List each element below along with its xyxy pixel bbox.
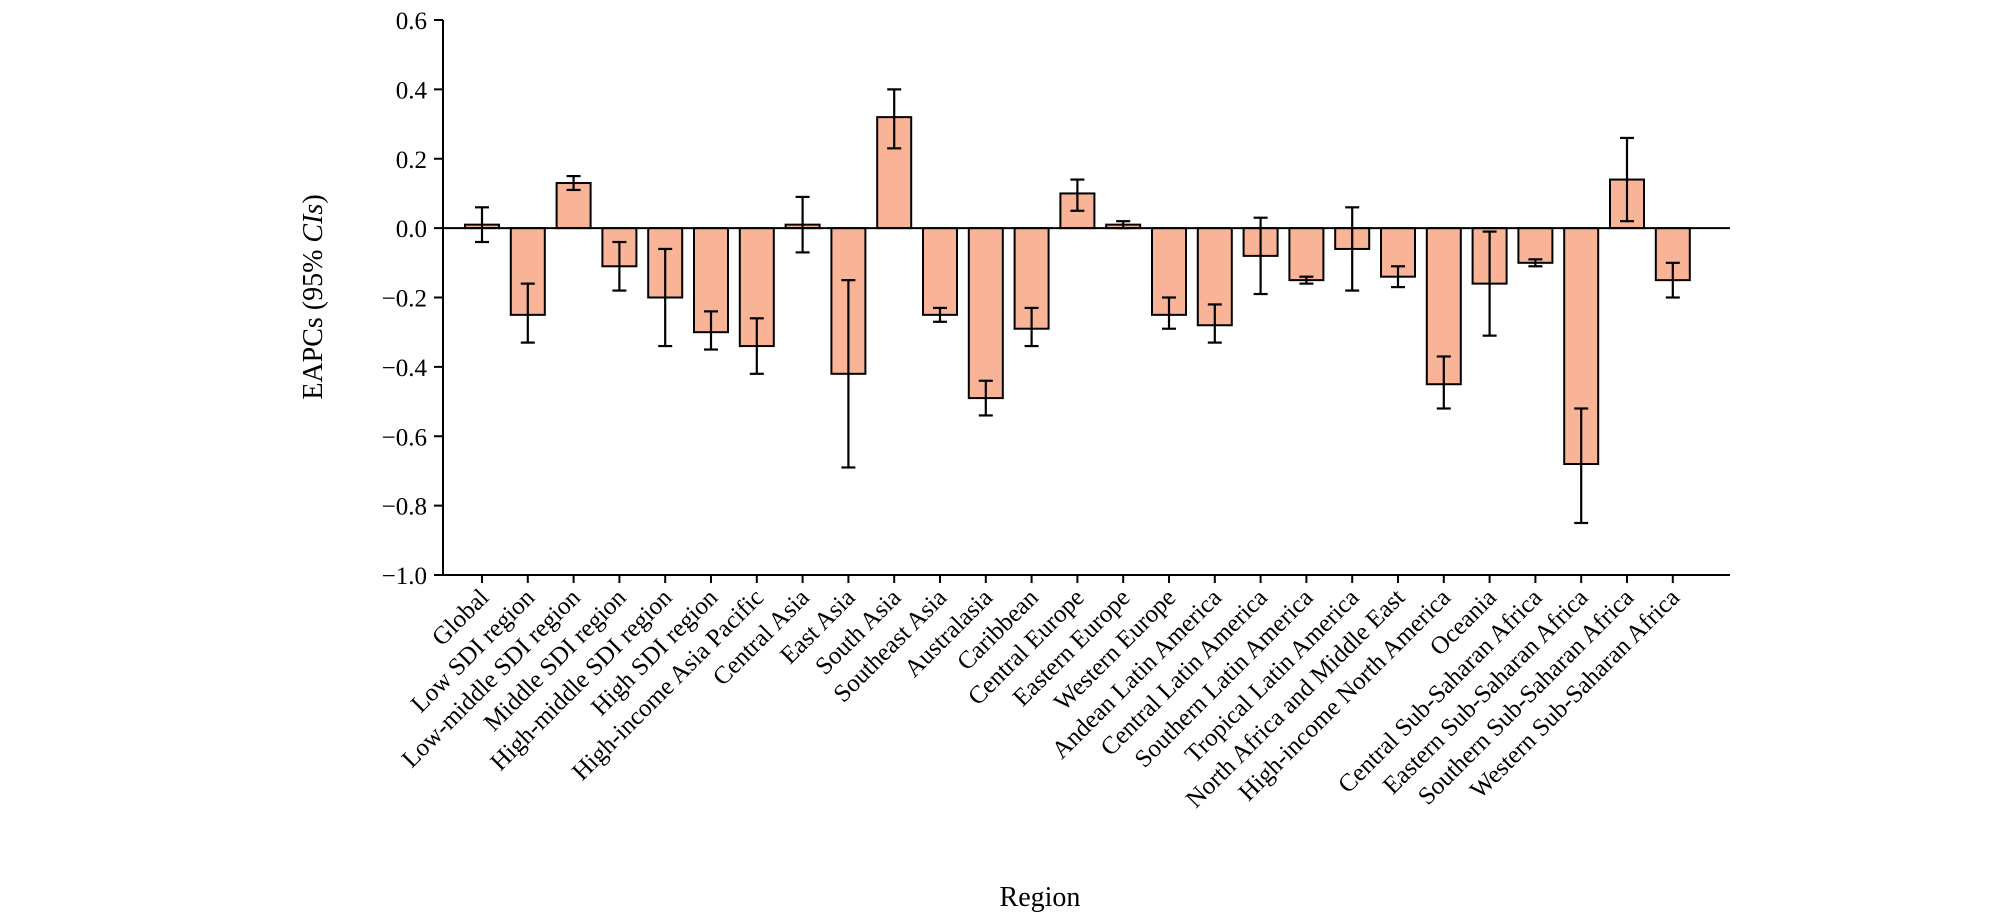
y-axis-title-main: EAPCs (95% xyxy=(298,243,329,400)
bar xyxy=(1013,227,1050,330)
bars-group xyxy=(464,116,1691,465)
y-axis-title-italic: CIs xyxy=(298,204,329,243)
y-tick-label: −0.8 xyxy=(382,494,427,521)
error-bars-group xyxy=(475,88,1680,525)
y-tick-label: −1.0 xyxy=(382,563,427,590)
bar xyxy=(1517,227,1554,264)
bar xyxy=(967,227,1004,400)
y-tick-label: −0.6 xyxy=(382,424,427,451)
y-axis-title-close: ) xyxy=(298,194,329,203)
x-axis-title: Region xyxy=(1000,882,1081,913)
y-tick-label: −0.4 xyxy=(382,355,428,382)
y-axis-title: EAPCs (95% CIs) xyxy=(298,194,329,399)
y-tick-label: 0.0 xyxy=(396,216,427,243)
y-tick-label: 0.6 xyxy=(396,8,427,35)
y-tick-label: 0.4 xyxy=(396,77,428,104)
y-axis-ticks: 0.6 0.4 0.2 0.0 −0.2 −0.4 −0.6 −0.8 −1.0 xyxy=(382,8,443,590)
bar xyxy=(922,227,958,316)
y-tick-label: 0.2 xyxy=(396,147,427,174)
y-tick-label: −0.2 xyxy=(382,286,427,313)
bar xyxy=(1288,227,1325,282)
